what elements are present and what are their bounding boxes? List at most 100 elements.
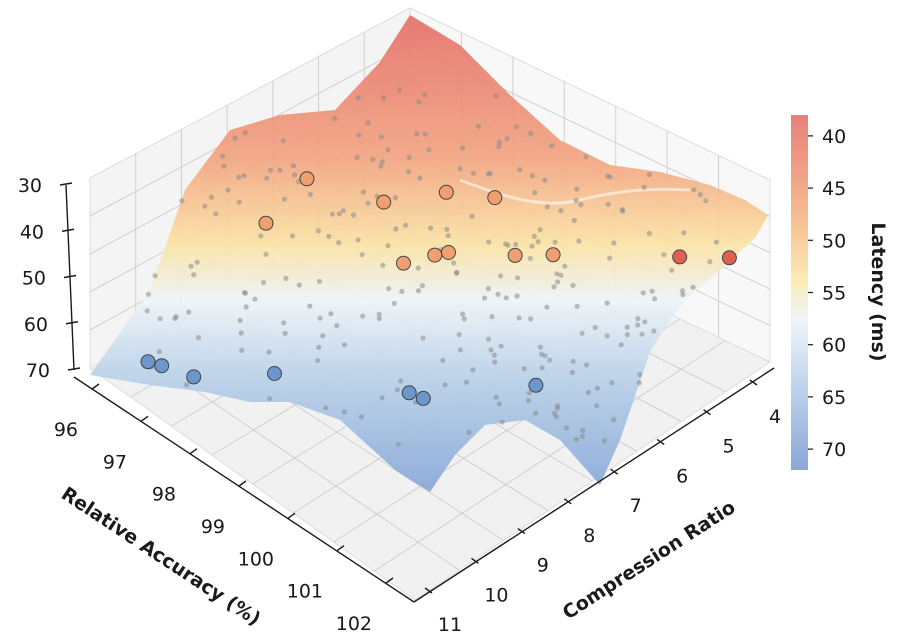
scatter-dot [528,316,534,322]
scatter-dot [457,166,463,172]
highlight-point [507,247,523,263]
scatter-dot [191,272,197,278]
scatter-dot [491,352,497,358]
scatter-dot [283,275,289,281]
highlight-point [401,385,417,401]
scatter-dot [697,192,703,198]
colorbar-label: Latency (ms) [867,222,889,361]
colorbar-tick-label: 40 [822,126,846,148]
scatter-dot [558,272,564,278]
scatter-dot [385,147,391,153]
y-tick-label: 10 [484,584,508,606]
scatter-dot [646,172,652,178]
highlight-point [528,377,544,393]
scatter-dot [378,134,384,140]
scatter-dot [442,382,448,388]
scatter-dot [266,396,273,402]
scatter-dot [574,186,580,192]
scatter-dot [179,198,185,204]
z-tick-mark [65,321,79,325]
highlight-point [487,190,503,206]
scatter-dot [195,335,202,341]
scatter-dot [573,436,580,442]
y-axis: 4 5 6 7 8 9 10 11 [413,367,781,636]
highlight-point [672,249,688,265]
scatter-dot [636,380,642,386]
scatter-dot [547,357,553,363]
scatter-dot [317,315,323,321]
z-tick-label: 50 [22,268,46,290]
y-tick-mark [471,557,479,564]
scatter-dot [380,262,386,268]
scatter-dot [642,319,648,325]
scatter-dot [370,156,376,163]
scatter-dot [225,187,231,193]
scatter-dot [528,130,534,136]
scatter-dot [713,239,720,245]
scatter-dot [535,239,541,245]
scatter-dot [466,429,472,435]
scatter-dot [460,311,466,317]
scatter-dot [594,403,600,409]
scatter-dot [594,385,601,391]
z-tick-mark [63,274,77,279]
scatter-dot [281,320,287,326]
z-axis: 30 40 50 60 70 [18,175,81,382]
scatter-dot [336,211,342,217]
scatter-dot [570,282,576,288]
scatter-dot [640,290,646,296]
scatter-dot [529,243,535,249]
scatter-dot [579,433,586,439]
colorbar-tick-label: 60 [822,335,846,357]
scatter-dot [570,358,576,364]
y-tick-mark [610,468,619,475]
scatter-dot [495,291,501,297]
scatter-dot [691,187,697,193]
scatter-dot [157,316,163,322]
highlight-point [299,171,315,187]
scatter-dot [239,347,245,353]
scatter-dot [145,291,151,297]
x-tick-mark [140,415,149,422]
z-tick-label: 60 [24,314,48,336]
scatter-dot [420,335,426,341]
scatter-dot [554,405,561,411]
colorbar-tick-label: 50 [822,230,846,252]
scatter-dot [236,199,242,205]
scatter-dot [194,259,200,265]
scatter-dot [419,283,425,289]
scatter-dot [620,208,626,214]
scatter-dot [406,154,412,160]
scatter-dot [428,225,434,231]
scatter-dot [525,398,532,404]
scatter-dot [555,279,561,285]
x-tick-label: 102 [336,613,372,635]
highlight-point [545,247,561,263]
scatter-dot [488,347,494,353]
y-tick-mark [656,438,665,445]
scatter-dot [569,369,576,376]
scatter-dot [376,311,382,317]
x-tick-mark [287,512,296,519]
scatter-dot [258,233,264,239]
scatter-dot [498,343,504,349]
scatter-dot [513,241,519,248]
scatter-dot [307,303,313,309]
scatter-dot [359,252,365,258]
scatter-dot [496,401,502,407]
colorbar-tick-label: 65 [822,387,846,409]
scatter-dot [681,230,687,236]
scatter-dot [504,136,510,142]
scatter-dot [422,92,428,98]
scatter-dot [332,115,338,122]
x-tick-label: 96 [54,419,78,441]
scatter-dot [558,208,564,214]
scatter-dot [470,367,476,373]
scatter-dot [496,139,502,145]
scatter-dot [532,190,538,196]
x-axis: 96 97 98 99 100 101 102 [54,376,415,635]
scatter-dot [498,273,504,279]
scatter-dot [365,120,371,126]
scatter-dot [186,309,192,315]
scatter-dot [360,189,366,195]
